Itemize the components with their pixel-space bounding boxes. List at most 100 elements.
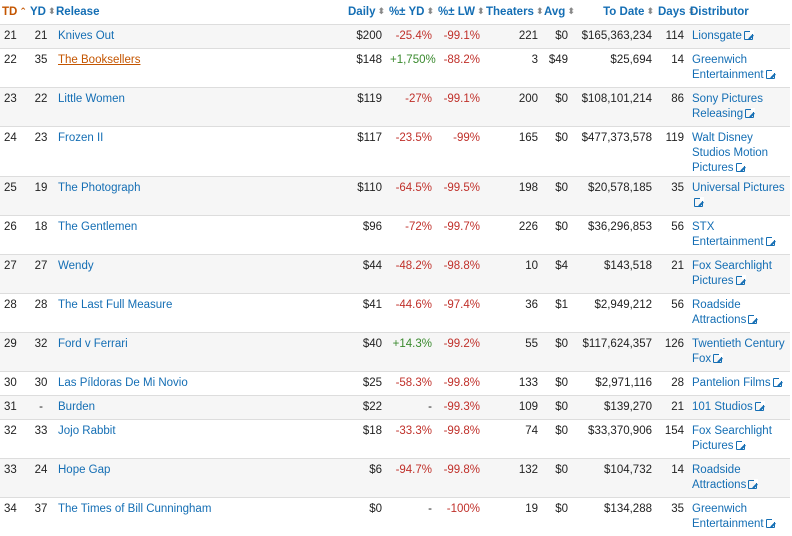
distributor-link[interactable]: Twentieth Century Fox [692,337,785,365]
distributor-cell[interactable]: Roadside Attractions [688,293,790,332]
external-link-icon[interactable] [765,68,776,79]
distributor-link[interactable]: Walt Disney Studios Motion Pictures [692,131,769,174]
distributor-cell[interactable]: Sony Pictures Releasing [688,87,790,126]
column-header-to-date[interactable]: To Date ⬍ [572,0,656,25]
distributor-cell[interactable]: Greenwich Entertainment [688,497,790,536]
release-link[interactable]: Little Women [58,92,125,105]
sort-icon: ⬍ [535,6,544,17]
distributor-link[interactable]: Greenwich Entertainment [692,502,764,530]
release-link[interactable]: Frozen II [58,131,104,144]
column-header-pct-lw[interactable]: %± LW ⬍ [436,0,485,25]
external-link-icon[interactable] [735,161,746,172]
distributor-cell[interactable]: Twentieth Century Fox [688,332,790,371]
distributor-cell[interactable]: Pantelion Films [688,371,790,395]
external-link-icon[interactable] [748,478,759,489]
distributor-link[interactable]: STX Entertainment [692,220,764,248]
external-link-icon[interactable] [772,376,783,387]
external-link-icon[interactable] [743,29,754,40]
theaters-count: 165 [518,131,538,144]
external-link-icon[interactable] [694,196,704,207]
release-link[interactable]: Burden [58,400,96,413]
distributor-link[interactable]: Fox Searchlight Pictures [692,259,772,287]
column-header-avg[interactable]: Avg ⬍ [542,0,575,25]
pct-change-lw: -99.5% [443,181,480,194]
release-link[interactable]: The Last Full Measure [58,298,173,311]
daily-gross: $44 [362,259,382,272]
distributor-cell[interactable]: Greenwich Entertainment [688,48,790,87]
release-link[interactable]: The Booksellers [58,53,141,66]
column-header-pct-yd[interactable]: %± YD ⬍ [386,0,436,25]
release-link[interactable]: Las Píldoras De Mi Novio [58,376,188,389]
external-link-icon[interactable] [735,274,746,285]
distributor-link[interactable]: Roadside Attractions [692,298,747,326]
gross-to-date: $108,101,214 [581,92,652,105]
distributor-link[interactable]: Pantelion Films [692,376,771,389]
release-link[interactable]: The Photograph [58,181,141,194]
pct-change-yd: - [428,502,432,515]
external-link-icon[interactable] [748,313,759,324]
td-rank: 26 [4,220,17,233]
pct-change-lw: -99.3% [443,400,480,413]
theaters-count: 226 [518,220,538,233]
column-header-distributor[interactable]: Distributor [688,0,790,25]
column-header-daily[interactable]: Daily ⬍ [346,0,386,25]
pct-change-yd: -94.7% [395,463,432,476]
release-cell: Wendy [54,254,346,293]
distributor-cell[interactable]: Roadside Attractions [688,458,790,497]
distributor-cell[interactable]: Fox Searchlight Pictures [688,254,790,293]
distributor-link[interactable]: 101 Studios [692,400,753,413]
external-link-icon[interactable] [745,107,756,118]
theater-average: $0 [555,181,568,194]
daily-gross: $41 [362,298,382,311]
column-header-yd[interactable]: YD ⬍ [28,0,56,25]
release-link[interactable]: Ford v Ferrari [58,337,128,350]
pct-change-yd: +14.3% [392,337,432,350]
distributor-cell[interactable]: Universal Pictures [688,176,790,215]
distributor-link[interactable]: Greenwich Entertainment [692,53,764,81]
release-link[interactable]: The Gentlemen [58,220,138,233]
table-row: 23 22 Little Women $119 -27% -99.1% 200 … [0,87,790,126]
external-link-icon[interactable] [765,235,776,246]
release-link[interactable]: The Times of Bill Cunningham [58,502,212,515]
theater-average: $49 [548,53,568,66]
yd-rank: 18 [34,220,48,233]
external-link-icon[interactable] [754,400,765,411]
distributor-cell[interactable]: Fox Searchlight Pictures [688,419,790,458]
distributor-link[interactable]: Lionsgate [692,29,742,42]
distributor-cell[interactable]: Lionsgate [688,24,790,48]
column-header-td[interactable]: TD ⌃ [0,0,28,25]
pct-change-lw: -99.8% [443,424,480,437]
column-header-release[interactable]: Release [54,0,346,25]
release-link[interactable]: Hope Gap [58,463,111,476]
theater-average: $0 [555,424,568,437]
pct-change-lw: -99% [453,131,480,144]
distributor-link[interactable]: Roadside Attractions [692,463,747,491]
pct-change-yd: +1,750% [390,53,436,66]
release-cell: The Booksellers [54,48,346,87]
daily-gross: $22 [362,400,382,413]
distributor-cell[interactable]: 101 Studios [688,395,790,419]
release-link[interactable]: Knives Out [58,29,115,42]
distributor-link[interactable]: Sony Pictures Releasing [692,92,763,120]
td-rank: 22 [4,53,17,66]
external-link-icon[interactable] [765,517,776,528]
theater-average: $0 [555,131,568,144]
gross-to-date: $117,624,357 [582,337,653,350]
external-link-icon[interactable] [713,352,724,363]
release-link[interactable]: Wendy [58,259,94,272]
distributor-cell[interactable]: Walt Disney Studios Motion Pictures [688,126,790,176]
column-header-theaters[interactable]: Theaters ⬍ [484,0,544,25]
distributor-link[interactable]: Fox Searchlight Pictures [692,424,772,452]
column-header-days[interactable]: Days ⬍ [656,0,695,25]
td-rank: 24 [4,131,17,144]
theaters-count: 198 [518,181,538,194]
header-label: Theaters [486,5,534,18]
distributor-link[interactable]: Universal Pictures [692,181,785,194]
distributor-cell[interactable]: STX Entertainment [688,215,790,254]
header-label: To Date [603,5,645,18]
external-link-icon[interactable] [735,439,746,450]
release-link[interactable]: Jojo Rabbit [58,424,116,437]
pct-change-lw: -99.8% [443,376,480,389]
yd-rank: 32 [34,337,48,350]
